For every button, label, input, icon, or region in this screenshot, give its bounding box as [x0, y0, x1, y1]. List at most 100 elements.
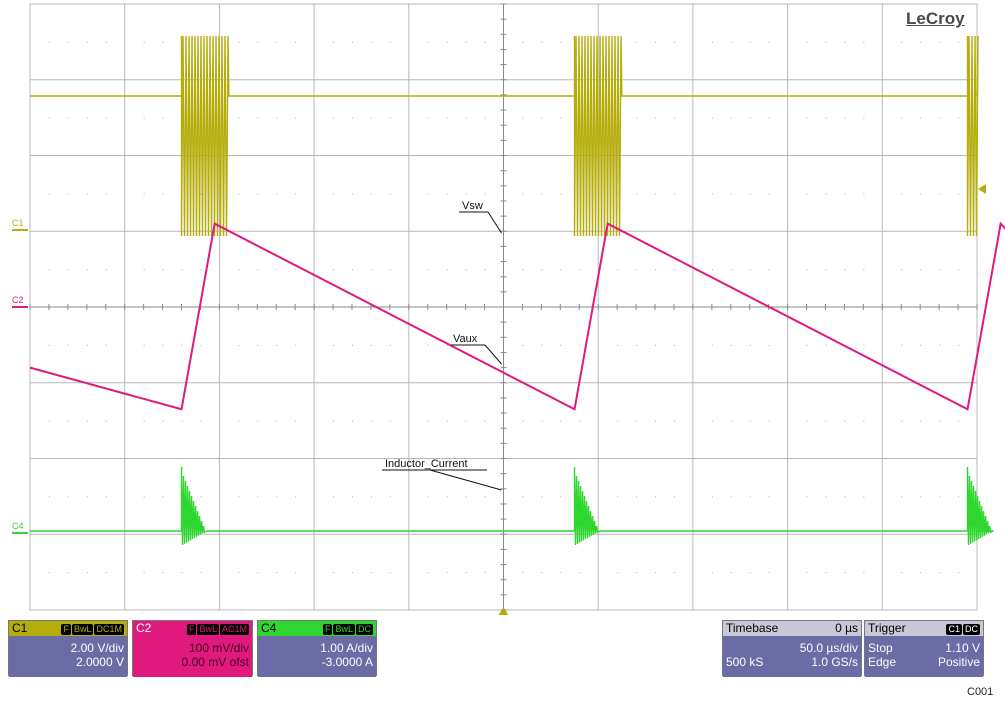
grid-dot — [162, 496, 164, 498]
vsw-annotation-label: Vsw — [462, 200, 483, 212]
grid-dot — [806, 496, 808, 498]
grid-dot — [105, 269, 107, 271]
grid-dot — [958, 420, 960, 422]
grid-dot — [465, 572, 467, 574]
grid-dot — [389, 420, 391, 422]
grid-dot — [465, 496, 467, 498]
grid-dot — [920, 420, 922, 422]
grid-dot — [276, 572, 278, 574]
grid-dot — [711, 193, 713, 195]
grid-dot — [143, 496, 145, 498]
grid-dot — [257, 117, 259, 119]
grid-dot — [351, 344, 353, 346]
grid-dot — [105, 41, 107, 43]
grid-dot — [276, 41, 278, 43]
grid-dot — [673, 344, 675, 346]
grid-dot — [86, 117, 88, 119]
grid-dot — [67, 496, 69, 498]
timebase-panel[interactable]: Timebase 0 µs 50.0 µs/div 500 kS 1.0 GS/… — [722, 620, 862, 677]
grid-dot — [768, 344, 770, 346]
grid-dot — [901, 117, 903, 119]
grid-dot — [48, 117, 50, 119]
grid-dot — [541, 269, 543, 271]
grid-dot — [48, 420, 50, 422]
grid-dot — [162, 41, 164, 43]
grid-dot — [730, 269, 732, 271]
grid-dot — [730, 496, 732, 498]
grid-dot — [86, 41, 88, 43]
trigger-mode: Stop — [868, 641, 893, 655]
grid-dot — [67, 117, 69, 119]
grid-dot — [844, 41, 846, 43]
grid-dot — [257, 344, 259, 346]
grid-dot — [825, 193, 827, 195]
c1-channel-panel[interactable]: C1 F BwL DC1M 2.00 V/div 2.0000 V — [8, 620, 128, 677]
grid-dot — [257, 41, 259, 43]
grid-dot — [427, 193, 429, 195]
trigger-type: Edge — [868, 655, 897, 669]
grid-dot — [939, 41, 941, 43]
timebase-position: 0 µs — [835, 621, 858, 635]
c2-panel-name: C2 — [136, 621, 152, 635]
grid-dot — [238, 420, 240, 422]
grid-dot — [901, 420, 903, 422]
c4-inductor-current-trace — [30, 467, 994, 546]
grid-dot — [389, 41, 391, 43]
grid-dot — [276, 269, 278, 271]
grid-dot — [579, 572, 581, 574]
grid-dot — [351, 572, 353, 574]
grid-dot — [863, 572, 865, 574]
grid-dot — [351, 117, 353, 119]
grid-dot — [295, 572, 297, 574]
grid-dot — [105, 420, 107, 422]
timebase-sample-rate: 1.0 GS/s — [811, 655, 858, 669]
lecroy-logo: LeCroy — [906, 9, 965, 28]
grid-dot — [351, 420, 353, 422]
grid-dot — [257, 496, 259, 498]
grid-dot — [370, 117, 372, 119]
grid-dot — [86, 496, 88, 498]
grid-dot — [295, 269, 297, 271]
grid-dot — [86, 420, 88, 422]
c4-amps-per-div: 1.00 A/div — [320, 641, 373, 655]
grid-dot — [541, 344, 543, 346]
grid-dot — [920, 572, 922, 574]
grid-dot — [522, 344, 524, 346]
grid-dot — [825, 41, 827, 43]
grid-dot — [768, 117, 770, 119]
grid-dot — [636, 344, 638, 346]
grid-dot — [825, 344, 827, 346]
grid-dot — [162, 344, 164, 346]
grid-dot — [446, 496, 448, 498]
c4-panel-name: C4 — [261, 621, 277, 635]
grid-dot — [958, 496, 960, 498]
grid-dot — [844, 117, 846, 119]
grid-dot — [465, 193, 467, 195]
grid-dot — [939, 193, 941, 195]
grid-dot — [541, 420, 543, 422]
c1-panel-header: C1 F BwL DC1M — [9, 621, 127, 636]
c2-channel-panel[interactable]: C2 F BwL AC1M 100 mV/div 0.00 mV ofst — [132, 620, 253, 677]
grid-dot — [48, 193, 50, 195]
grid-dot — [67, 344, 69, 346]
grid-dot — [465, 269, 467, 271]
c2-badge-bandwidth: BwL — [197, 624, 219, 635]
trigger-panel[interactable]: Trigger C1 DC Stop 1.10 V Edge Positive — [864, 620, 984, 677]
grid-dot — [825, 420, 827, 422]
c4-channel-panel[interactable]: C4 F BwL DC 1.00 A/div -3.0000 A — [257, 620, 377, 677]
grid-dot — [276, 496, 278, 498]
grid-dot — [181, 420, 183, 422]
grid-dot — [200, 344, 202, 346]
grid-dot — [711, 117, 713, 119]
grid-dot — [806, 269, 808, 271]
grid-dot — [901, 572, 903, 574]
grid-dot — [958, 344, 960, 346]
trigger-coupling-badge: DC — [963, 624, 980, 635]
grid-dot — [200, 269, 202, 271]
grid-dot — [333, 41, 335, 43]
grid-dot — [863, 269, 865, 271]
grid-dot — [389, 344, 391, 346]
c1-badge-filter: F — [61, 624, 71, 635]
grid-dot — [920, 496, 922, 498]
grid-dot — [901, 344, 903, 346]
